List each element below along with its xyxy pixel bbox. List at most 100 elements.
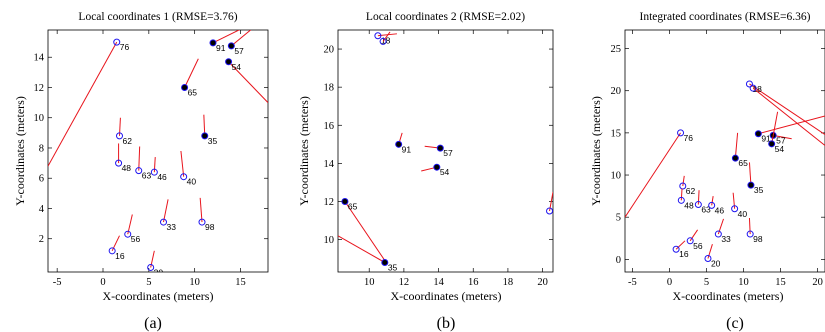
- estimate-line-35: [748, 162, 752, 186]
- estimate-line-48: [680, 188, 683, 201]
- estimate-line-63: [697, 190, 700, 205]
- estimate-line-46: [711, 196, 714, 206]
- anchor-node-35: [201, 132, 209, 140]
- panel-caption: (c): [726, 315, 744, 332]
- estimate-line-18b: [752, 87, 825, 146]
- x-axis-label: X-coordinates (meters): [673, 289, 784, 303]
- estimate-line-40: [180, 150, 185, 177]
- estimate-line-98: [199, 197, 203, 223]
- estimate-line-35: [203, 114, 206, 136]
- anchor-node-57: [436, 144, 444, 152]
- anchor-node-65: [731, 154, 739, 162]
- node-marker-48: [115, 159, 123, 167]
- y-tick-label: 0: [616, 255, 621, 266]
- x-tick-label: -5: [53, 277, 62, 288]
- node-label-40: 40: [738, 209, 748, 219]
- estimate-line-91: [758, 115, 825, 135]
- node-marker-40: [180, 173, 188, 181]
- node-marker-16: [672, 245, 680, 253]
- anchor-node-65: [181, 83, 189, 91]
- estimate-line-18: [749, 83, 825, 135]
- x-tick-label: 10: [189, 277, 200, 288]
- x-tick-label: 15: [235, 277, 246, 288]
- node-marker-62: [116, 132, 123, 140]
- node-label-65: 65: [188, 87, 198, 97]
- node-label-57: 57: [234, 46, 244, 56]
- node-label-16: 16: [115, 251, 125, 261]
- y-axis-label: Y-coordinates (meters): [589, 96, 603, 206]
- node-label-18: 18: [752, 84, 762, 94]
- anchor-node-91: [209, 39, 217, 47]
- y-tick-label: 12: [324, 197, 335, 208]
- y-tick-label: 16: [324, 121, 335, 132]
- x-tick-label: 12: [399, 277, 410, 288]
- estimate-line-57: [231, 30, 252, 47]
- node-marker-18: [374, 32, 382, 40]
- estimate-line-33: [163, 199, 169, 223]
- node-marker-20: [147, 263, 155, 271]
- node-marker-46: [708, 201, 716, 209]
- estimate-line-63: [138, 146, 141, 171]
- estimate-line-65: [184, 58, 199, 88]
- node-label-62: 62: [123, 136, 133, 146]
- estimate-line-76: [48, 41, 118, 167]
- estimate-line-76: [625, 132, 681, 218]
- y-tick-label: 10: [324, 235, 335, 246]
- y-tick-label: 14: [324, 159, 335, 170]
- node-label-48: 48: [122, 163, 132, 173]
- y-tick-label: 18: [324, 83, 335, 94]
- y-tick-label: 6: [39, 174, 44, 185]
- node-marker-48: [677, 196, 685, 204]
- node-label-48: 48: [684, 200, 694, 210]
- estimate-line-20: [707, 244, 713, 259]
- node-marker-63: [694, 201, 702, 209]
- x-tick-label: 14: [433, 277, 444, 288]
- x-tick-label: 20: [537, 277, 548, 288]
- plot-frame: [47, 29, 269, 273]
- panel-c: Integrated coordinates (RMSE=6.36) -5 0 5 10…: [589, 11, 825, 332]
- node-marker-27: [546, 207, 553, 215]
- node-marker-46: [150, 168, 158, 176]
- node-label-63: 63: [701, 205, 711, 215]
- y-tick-label: 25: [611, 44, 622, 55]
- plot-frame: [337, 29, 554, 273]
- node-marker-40: [731, 205, 739, 213]
- y-tick-label: 14: [34, 53, 45, 64]
- y-tick-label: 8: [39, 143, 44, 154]
- node-label-54: 54: [232, 62, 242, 72]
- node-label-57: 57: [776, 135, 786, 145]
- x-tick-label: 5: [146, 277, 151, 288]
- node-marker-76: [677, 129, 685, 137]
- panel-title: Integrated coordinates (RMSE=6.36): [640, 11, 811, 23]
- y-tick-label: 20: [324, 45, 335, 56]
- anchor-node-54: [225, 58, 233, 66]
- estimate-line-65: [344, 201, 386, 261]
- y-tick-label: 15: [611, 128, 622, 139]
- node-label-46: 46: [157, 172, 167, 182]
- node-label-91: 91: [216, 43, 226, 53]
- node-label-98: 98: [205, 222, 215, 232]
- y-tick-label: 4: [39, 204, 45, 215]
- y-tick-label: 10: [34, 113, 45, 124]
- estimate-line-91: [212, 30, 241, 44]
- node-label-35: 35: [208, 136, 218, 146]
- node-label-91: 91: [402, 144, 412, 154]
- data-layer: 76 91 57 54 65 35 62 48 63 46 40 33 98 56 16 20: [48, 30, 268, 272]
- estimate-line-56: [689, 229, 699, 242]
- y-tick-label: 10: [611, 171, 622, 182]
- x-axis-label: X-coordinates (meters): [391, 289, 502, 303]
- anchor-node-35: [381, 258, 389, 266]
- estimate-line-35: [338, 235, 386, 263]
- x-axis-label: X-coordinates (meters): [103, 289, 214, 303]
- x-tick-label: 16: [468, 277, 479, 288]
- node-label-33: 33: [167, 222, 177, 232]
- estimate-line-98: [748, 218, 751, 235]
- node-label-62: 62: [686, 186, 696, 196]
- node-marker-98: [198, 218, 206, 226]
- node-label-91: 91: [761, 134, 771, 144]
- node-label-56: 56: [131, 234, 141, 244]
- estimate-line-65: [734, 132, 739, 159]
